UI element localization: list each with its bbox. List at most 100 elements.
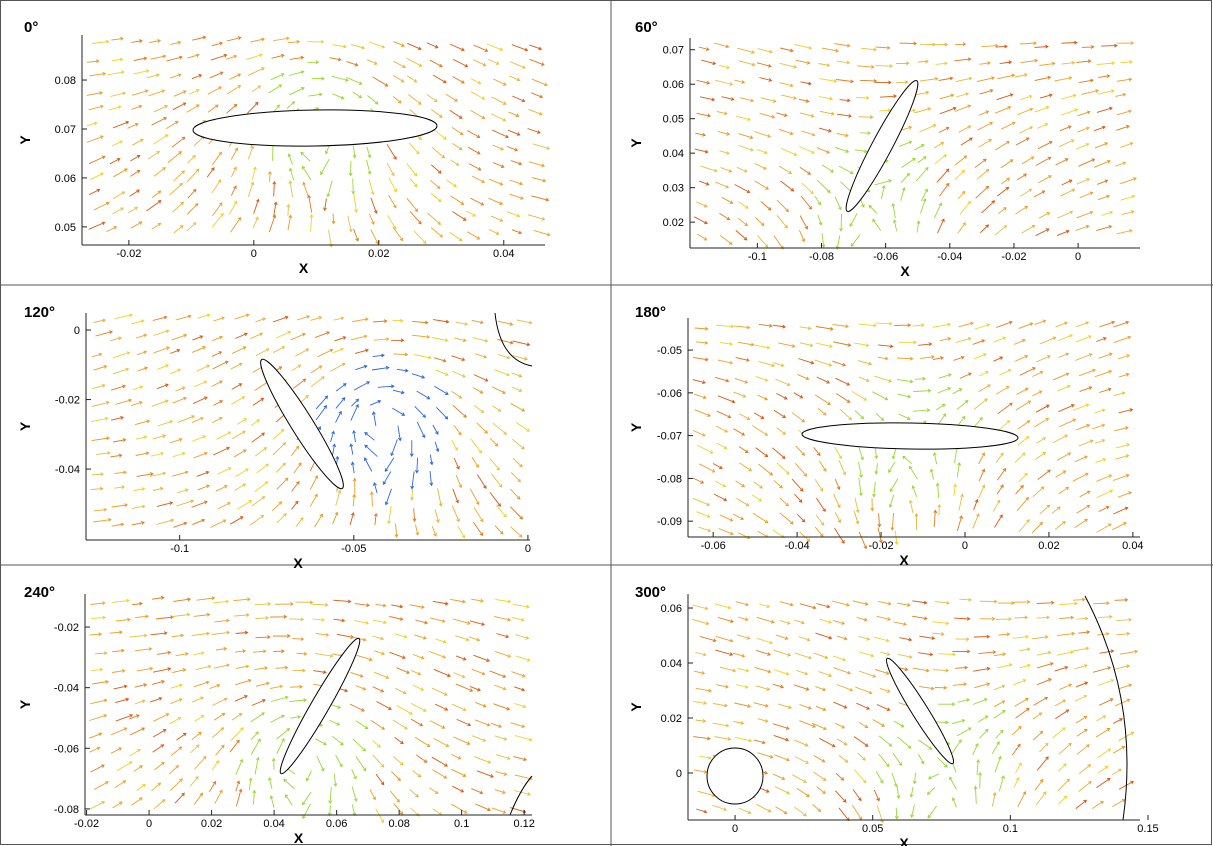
vector-arrow [394,523,399,538]
vector-arrow [255,616,270,620]
vector-arrow [696,808,708,814]
vector-arrow [109,630,123,635]
vector-arrow [471,598,484,603]
vector-arrow [427,212,442,225]
vector-arrow [798,636,811,642]
vector-arrow [1075,224,1090,231]
vector-arrow [494,525,504,535]
vector-arrow [93,318,107,323]
vector-arrow [289,684,303,689]
vector-arrow [372,619,387,625]
vector-arrow [974,158,987,169]
vector-arrow [838,755,849,763]
vector-arrow [1114,426,1129,432]
vector-arrow [153,667,172,673]
vector-arrow [352,493,357,507]
vector-arrow [1097,194,1111,201]
vector-arrow [778,128,794,136]
vector-arrow [754,666,772,674]
vector-arrow [955,637,970,642]
vector-arrow [735,601,750,607]
vector-arrow [833,493,841,509]
vector-arrow [1113,320,1130,328]
vector-arrow [329,362,346,372]
vector-arrow [170,348,181,354]
vector-arrow [714,79,734,86]
vector-arrow [1092,666,1112,673]
vector-arrow [815,686,827,692]
vector-arrow [355,364,368,371]
vector-arrow [269,684,284,689]
vector-arrow [1000,177,1011,185]
vector-arrow [191,74,203,80]
vector-arrow [496,505,507,518]
vector-arrow [130,401,143,407]
vector-arrow [799,326,812,331]
vector-arrow [757,752,774,759]
x-tick-label: 0.12 [513,818,534,830]
vector-arrow [836,132,849,138]
y-tick-label: -0.06 [54,743,79,755]
vector-arrow [772,447,786,459]
vector-arrow [314,331,331,339]
vector-arrow [429,720,446,729]
vector-arrow [307,194,313,213]
vector-arrow [137,366,149,372]
vector-arrow [893,621,907,626]
vector-arrow [1014,452,1026,463]
y-tick-label: -0.05 [657,345,682,357]
vector-arrow [394,737,404,745]
vector-arrow [919,76,939,82]
vector-arrow [896,602,911,607]
vector-arrow [226,36,242,42]
vector-arrow [756,803,772,813]
vector-arrow [472,387,484,394]
vector-arrow [531,195,550,202]
vector-arrow [991,741,1000,755]
vector-arrow [754,163,767,170]
vector-arrow [813,652,829,659]
vector-arrow [431,164,442,174]
vector-arrow [1099,698,1114,706]
vector-arrow [115,697,130,704]
vector-arrow [698,526,712,533]
vector-arrow [275,602,294,606]
vector-arrow [323,198,327,212]
vector-arrow [1055,321,1068,328]
vector-arrow [247,145,255,160]
vector-arrow [236,418,248,425]
vector-arrow [449,43,465,52]
vector-arrow [996,320,1013,328]
vector-arrow [233,449,247,458]
vector-arrow [1039,61,1056,66]
vector-arrow [850,234,861,247]
vector-arrow [86,91,103,96]
vector-arrow [490,215,504,222]
vector-arrow [331,75,349,82]
vector-arrow [892,219,898,232]
vector-arrow [390,770,401,782]
x-tick-label: -0.1 [170,543,189,555]
vector-arrow [716,410,732,419]
vector-arrow [153,713,170,722]
vector-arrow [510,722,526,729]
vector-arrow [364,457,373,472]
vector-arrow [349,703,365,712]
vector-arrow [270,714,285,723]
vector-arrow [935,403,946,411]
vector-arrow [320,158,330,176]
vector-arrow [335,383,347,392]
vector-arrow [1013,679,1027,686]
vector-arrow [1034,44,1049,49]
vector-arrow [975,323,991,330]
vector-arrow [89,746,101,753]
y-tick-label: -0.06 [657,388,682,400]
vector-arrow [993,684,1006,691]
vector-arrow [834,790,847,803]
vector-arrow [853,736,869,747]
vector-arrow [720,167,733,173]
x-tick-label: 0.02 [1038,540,1059,552]
vector-arrow [713,493,728,502]
vector-arrow [531,177,547,183]
vector-arrow [475,353,488,359]
